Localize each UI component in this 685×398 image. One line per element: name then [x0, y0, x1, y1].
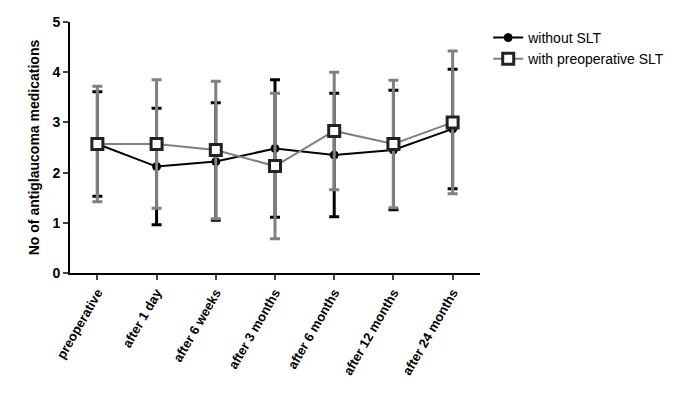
svg-text:after 6 months: after 6 months — [285, 286, 343, 371]
svg-text:1: 1 — [52, 215, 60, 231]
svg-text:after 3 months: after 3 months — [225, 286, 283, 371]
svg-text:after 6 weeks: after 6 weeks — [170, 286, 224, 364]
svg-text:5: 5 — [52, 14, 60, 30]
svg-text:after 1 day: after 1 day — [119, 286, 165, 350]
svg-text:2: 2 — [52, 165, 60, 181]
svg-text:3: 3 — [52, 114, 60, 130]
svg-text:after 24 months: after 24 months — [399, 286, 460, 377]
svg-text:No of antiglaucoma medications: No of antiglaucoma medications — [26, 40, 42, 256]
svg-text:without SLT: without SLT — [527, 30, 601, 46]
svg-text:preoperative: preoperative — [54, 286, 106, 361]
svg-text:0: 0 — [52, 265, 60, 281]
svg-text:after 12 months: after 12 months — [340, 286, 401, 377]
svg-text:4: 4 — [52, 64, 60, 80]
svg-text:with preoperative SLT: with preoperative SLT — [527, 51, 664, 67]
